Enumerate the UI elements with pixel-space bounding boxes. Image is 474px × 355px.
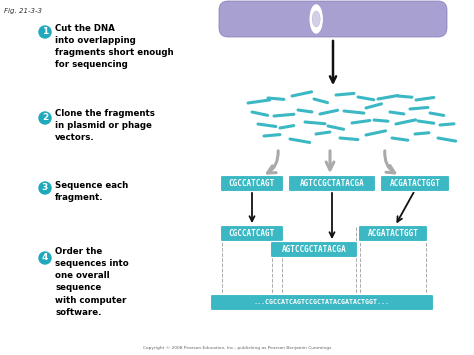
Circle shape <box>39 26 51 38</box>
Circle shape <box>39 182 51 194</box>
Ellipse shape <box>312 11 320 27</box>
Text: Clone the fragments
in plasmid or phage
vectors.: Clone the fragments in plasmid or phage … <box>55 109 155 142</box>
FancyBboxPatch shape <box>220 175 283 191</box>
FancyBboxPatch shape <box>271 241 357 257</box>
Text: Sequence each
fragment.: Sequence each fragment. <box>55 181 128 202</box>
Text: Copyright © 2008 Pearson Education, Inc., publishing as Pearson Benjamin Cumming: Copyright © 2008 Pearson Education, Inc.… <box>143 346 331 350</box>
Ellipse shape <box>310 5 322 33</box>
Text: AGTCCGCTATACGA: AGTCCGCTATACGA <box>300 179 365 188</box>
FancyBboxPatch shape <box>210 295 434 311</box>
Text: Cut the DNA
into overlapping
fragments short enough
for sequencing: Cut the DNA into overlapping fragments s… <box>55 24 173 70</box>
FancyBboxPatch shape <box>358 225 428 241</box>
FancyBboxPatch shape <box>220 225 283 241</box>
Text: Fig. 21-3-3: Fig. 21-3-3 <box>4 8 42 14</box>
Text: CGCCATCAGT: CGCCATCAGT <box>229 179 275 188</box>
Text: ...CGCCATCAGTCCGCTATACGATACTGGT...: ...CGCCATCAGTCCGCTATACGATACTGGT... <box>254 300 390 306</box>
FancyBboxPatch shape <box>219 1 447 37</box>
Circle shape <box>39 112 51 124</box>
Text: 3: 3 <box>42 184 48 192</box>
FancyBboxPatch shape <box>289 175 375 191</box>
FancyBboxPatch shape <box>381 175 449 191</box>
Text: CGCCATCAGT: CGCCATCAGT <box>229 229 275 238</box>
Text: 1: 1 <box>42 27 48 37</box>
Text: 2: 2 <box>42 114 48 122</box>
Text: Order the
sequences into
one overall
sequence
with computer
software.: Order the sequences into one overall seq… <box>55 247 129 317</box>
Circle shape <box>39 252 51 264</box>
Text: 4: 4 <box>42 253 48 262</box>
Text: ACGATACTGGT: ACGATACTGGT <box>367 229 419 238</box>
Text: AGTCCGCTATACGA: AGTCCGCTATACGA <box>282 245 346 254</box>
Text: ACGATACTGGT: ACGATACTGGT <box>390 179 440 188</box>
